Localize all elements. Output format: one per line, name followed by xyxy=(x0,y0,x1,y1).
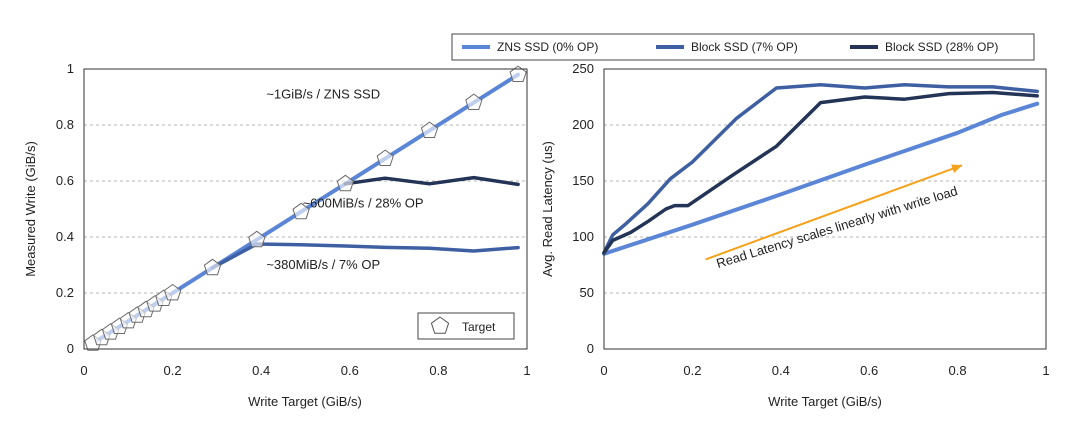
right-series-line-block28 xyxy=(602,90,1039,255)
right-trend-arrow xyxy=(705,164,963,261)
right-x-tick-label: 0.2 xyxy=(683,363,701,378)
left-y-axis-label: Measured Write (GiB/s) xyxy=(23,141,38,277)
target-marker-pentagon-icon xyxy=(430,316,450,334)
left-tick-labels: 0 0.2 0.4 0.6 0.8 1 0 0.2 0.4 0.6 0.8 1 xyxy=(56,61,531,378)
right-annotations: Read Latency scales linearly with write … xyxy=(715,183,960,271)
right-chart: 0 50 100 150 200 250 0 0.2 0.4 0.6 0.8 1 Read Laten… xyxy=(540,61,1050,409)
left-y-tick-label: 0.6 xyxy=(56,173,74,188)
left-x-tick-label: 0.2 xyxy=(164,363,182,378)
legend: ZNS SSD (0% OP) Block SSD (7% OP) Block … xyxy=(451,33,1035,61)
right-x-tick-label: 0.4 xyxy=(772,363,790,378)
right-series-line-zns xyxy=(602,101,1040,256)
right-series xyxy=(602,82,1040,256)
target-marker xyxy=(420,121,439,138)
left-inner-legend-label: Target xyxy=(462,320,496,334)
right-x-axis-label: Write Target (GiB/s) xyxy=(768,394,882,409)
left-annotation: ~1GiB/s / ZNS SSD xyxy=(266,86,380,101)
left-inner-legend: Target xyxy=(417,312,515,340)
right-x-tick-label: 1 xyxy=(1042,363,1049,378)
target-marker xyxy=(292,202,310,220)
left-y-tick-label: 0 xyxy=(67,341,74,356)
right-tick-labels: 0 50 100 150 200 250 0 0.2 0.4 0.6 0.8 1 xyxy=(572,61,1049,378)
target-marker xyxy=(163,283,182,301)
right-y-tick-label: 200 xyxy=(572,117,594,132)
legend-label-zns: ZNS SSD (0% OP) xyxy=(497,40,598,54)
trend-arrow-line xyxy=(705,164,963,261)
left-target-markers xyxy=(84,65,527,351)
right-y-tick-label: 50 xyxy=(580,285,594,300)
left-grid xyxy=(84,124,527,294)
right-y-tick-label: 250 xyxy=(572,61,594,76)
left-x-tick-label: 0.8 xyxy=(429,363,447,378)
left-x-tick-label: 0.4 xyxy=(252,363,270,378)
left-y-tick-label: 0.4 xyxy=(56,229,74,244)
left-y-tick-label: 0.8 xyxy=(56,117,74,132)
left-annotation: ~380MiB/s / 7% OP xyxy=(266,257,380,272)
left-plot-frame xyxy=(83,68,528,350)
left-x-tick-label: 0 xyxy=(80,363,87,378)
right-y-tick-label: 0 xyxy=(587,341,594,356)
legend-label-block28: Block SSD (28% OP) xyxy=(885,40,998,54)
left-annotations: ~1GiB/s / ZNS SSD ~600MiB/s / 28% OP ~380M… xyxy=(266,86,423,272)
trend-arrow-head-icon xyxy=(951,164,962,173)
left-x-tick-label: 0.6 xyxy=(341,363,359,378)
right-series-line-block7 xyxy=(602,82,1039,255)
right-annotation: Read Latency scales linearly with write … xyxy=(715,183,960,271)
right-x-tick-label: 0 xyxy=(600,363,607,378)
left-series-line-block7 xyxy=(210,242,520,270)
target-marker xyxy=(248,230,266,248)
left-chart: 0 0.2 0.4 0.6 0.8 1 0 0.2 0.4 0.6 0.8 1 ~1GiB/s / Z… xyxy=(23,61,531,409)
left-annotation: ~600MiB/s / 28% OP xyxy=(303,196,424,211)
target-marker xyxy=(376,149,394,166)
left-series-line-block28 xyxy=(343,175,520,187)
right-x-tick-label: 0.6 xyxy=(860,363,878,378)
left-y-tick-label: 0.2 xyxy=(56,285,74,300)
target-marker xyxy=(509,65,527,82)
right-y-tick-label: 100 xyxy=(572,229,594,244)
legend-label-block7: Block SSD (7% OP) xyxy=(691,40,798,54)
right-y-axis-label: Avg. Read Latency (us) xyxy=(540,141,555,277)
left-x-tick-label: 1 xyxy=(523,363,530,378)
left-y-tick-label: 1 xyxy=(67,61,74,76)
legend-box xyxy=(451,33,1035,61)
right-x-tick-label: 0.8 xyxy=(949,363,967,378)
target-marker xyxy=(203,258,222,276)
left-x-axis-label: Write Target (GiB/s) xyxy=(248,394,362,409)
right-y-tick-label: 150 xyxy=(572,173,594,188)
right-plot-frame xyxy=(603,68,1047,350)
target-marker xyxy=(336,174,355,192)
target-marker xyxy=(465,93,483,110)
